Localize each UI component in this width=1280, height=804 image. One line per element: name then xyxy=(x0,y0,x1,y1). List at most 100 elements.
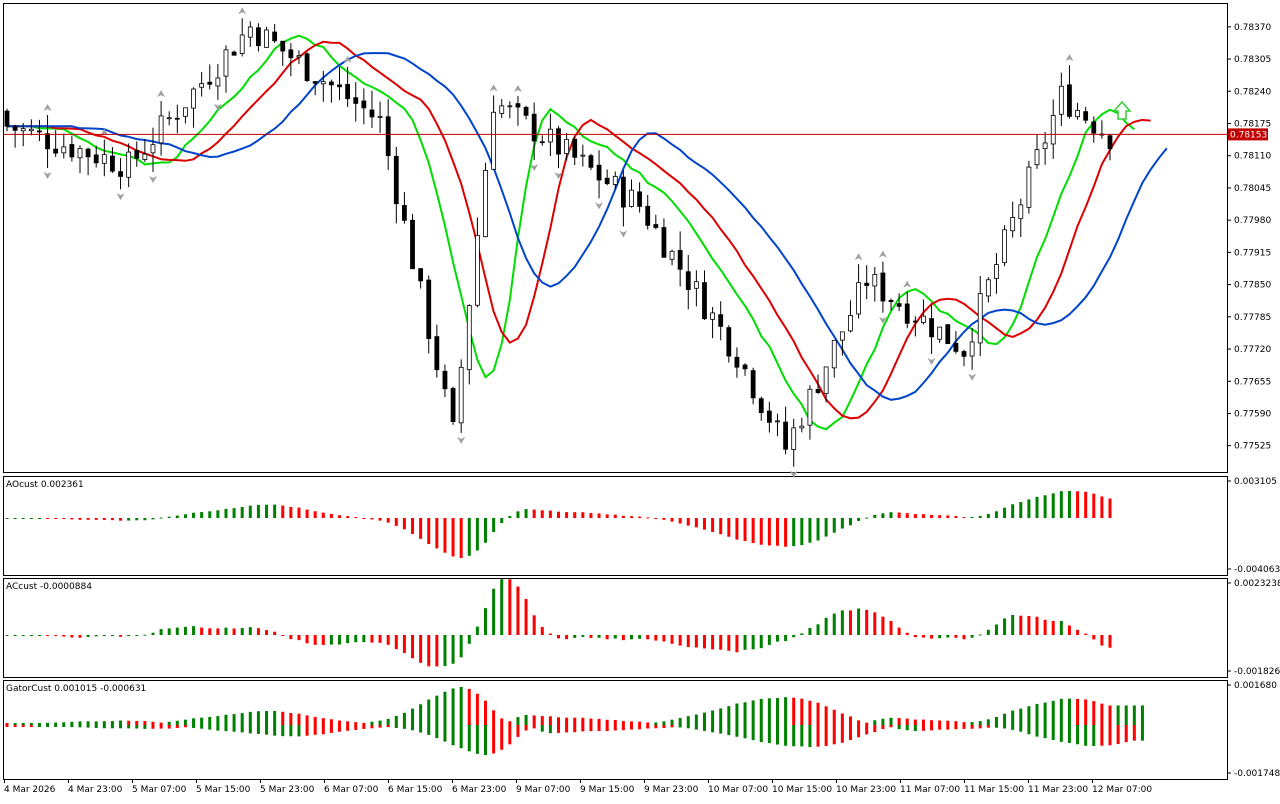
candle xyxy=(312,81,318,84)
histogram-bar xyxy=(289,725,293,737)
x-tick-label: 4 Mar 23:00 xyxy=(68,785,123,795)
histogram-bar xyxy=(767,725,771,744)
histogram-bar xyxy=(354,722,358,725)
histogram-bar xyxy=(897,512,901,518)
histogram-bar xyxy=(338,725,342,732)
histogram-bar xyxy=(573,717,577,725)
candle xyxy=(223,49,229,77)
histogram-bar xyxy=(110,721,114,725)
histogram-bar xyxy=(110,518,114,521)
histogram-bar xyxy=(946,635,950,638)
histogram-bar xyxy=(475,725,479,754)
histogram-bar xyxy=(297,725,301,737)
histogram-bar xyxy=(775,518,779,546)
histogram-bar xyxy=(986,725,990,728)
histogram-bar xyxy=(1011,710,1015,725)
histogram-bar xyxy=(1076,491,1080,518)
histogram-bar xyxy=(1084,633,1088,635)
histogram-bar xyxy=(994,511,998,518)
histogram-bar xyxy=(1084,699,1088,725)
histogram-bar xyxy=(873,514,877,518)
candle xyxy=(12,125,18,131)
histogram-bar xyxy=(1035,496,1039,518)
histogram-bar xyxy=(921,514,925,518)
histogram-bar xyxy=(1059,698,1063,725)
histogram-bar xyxy=(13,723,17,725)
histogram-bar xyxy=(816,624,820,635)
histogram-bar xyxy=(694,635,698,648)
histogram-bar xyxy=(816,725,820,747)
histogram-bar xyxy=(5,635,9,636)
histogram-bar xyxy=(735,518,739,540)
histogram-bar xyxy=(743,725,747,739)
histogram-bar xyxy=(759,518,763,545)
candle xyxy=(791,427,797,450)
candle xyxy=(515,103,521,108)
histogram-bar xyxy=(1043,725,1047,739)
histogram-bar xyxy=(143,725,147,729)
candle xyxy=(418,268,424,282)
candle xyxy=(77,147,83,159)
histogram-bar xyxy=(557,717,560,725)
histogram-bar xyxy=(589,513,593,518)
histogram-bar xyxy=(605,725,609,732)
indicator-top-tick: 0.0023238 xyxy=(1234,579,1280,589)
candle xyxy=(677,250,683,270)
histogram-bar xyxy=(775,698,779,725)
histogram-bar xyxy=(273,504,277,518)
histogram-bar xyxy=(13,635,17,636)
x-tick-label: 9 Mar 15:00 xyxy=(580,785,635,795)
y-tick-label: 0.77525 xyxy=(1234,442,1271,452)
histogram-bar xyxy=(767,635,771,645)
histogram-bar xyxy=(962,517,966,519)
candle xyxy=(142,153,148,160)
histogram-bar xyxy=(29,723,33,725)
histogram-bar xyxy=(346,725,350,731)
histogram-bar xyxy=(865,725,869,735)
candle xyxy=(848,315,853,332)
fractal-arrow-icon xyxy=(457,436,466,444)
histogram-bar xyxy=(557,511,560,518)
histogram-bar xyxy=(354,635,358,643)
histogram-bar xyxy=(1019,502,1023,518)
histogram-bar xyxy=(808,700,812,725)
histogram-bar xyxy=(232,508,236,518)
fractal-arrow-icon xyxy=(489,84,498,92)
histogram-bar xyxy=(216,725,220,731)
histogram-bar xyxy=(930,635,934,639)
x-tick-label: 9 Mar 07:00 xyxy=(516,785,571,795)
histogram-bar xyxy=(832,518,836,533)
histogram-bar xyxy=(516,717,520,725)
fractal-arrow-icon xyxy=(238,7,247,15)
histogram-bar xyxy=(46,635,50,636)
histogram-bar xyxy=(435,518,439,549)
y-tick-label: 0.78045 xyxy=(1234,184,1271,194)
candle xyxy=(296,55,302,58)
candle xyxy=(710,312,715,320)
indicator-label: ACcust -0.0000884 xyxy=(6,582,92,592)
histogram-bar xyxy=(1116,725,1120,745)
histogram-bar xyxy=(394,518,398,526)
histogram-bar xyxy=(192,718,196,725)
histogram-bar xyxy=(540,716,544,725)
histogram-bar xyxy=(946,725,950,730)
candle xyxy=(199,83,205,88)
histogram-bar xyxy=(240,507,244,518)
histogram-bar xyxy=(70,635,74,638)
histogram-bar xyxy=(824,725,828,746)
histogram-bar xyxy=(816,702,820,725)
histogram-bar xyxy=(21,725,25,727)
histogram-bar xyxy=(824,518,828,537)
histogram-bar xyxy=(751,635,755,650)
histogram-bar xyxy=(1100,703,1104,725)
candle xyxy=(507,105,513,108)
histogram-bar xyxy=(1067,490,1071,518)
candle xyxy=(937,326,943,340)
subpanel-frame xyxy=(3,680,1228,780)
candle xyxy=(823,366,829,395)
histogram-bar xyxy=(321,718,325,725)
histogram-bar xyxy=(1051,621,1055,635)
histogram-bar xyxy=(1027,499,1031,518)
histogram-bar xyxy=(532,615,536,635)
